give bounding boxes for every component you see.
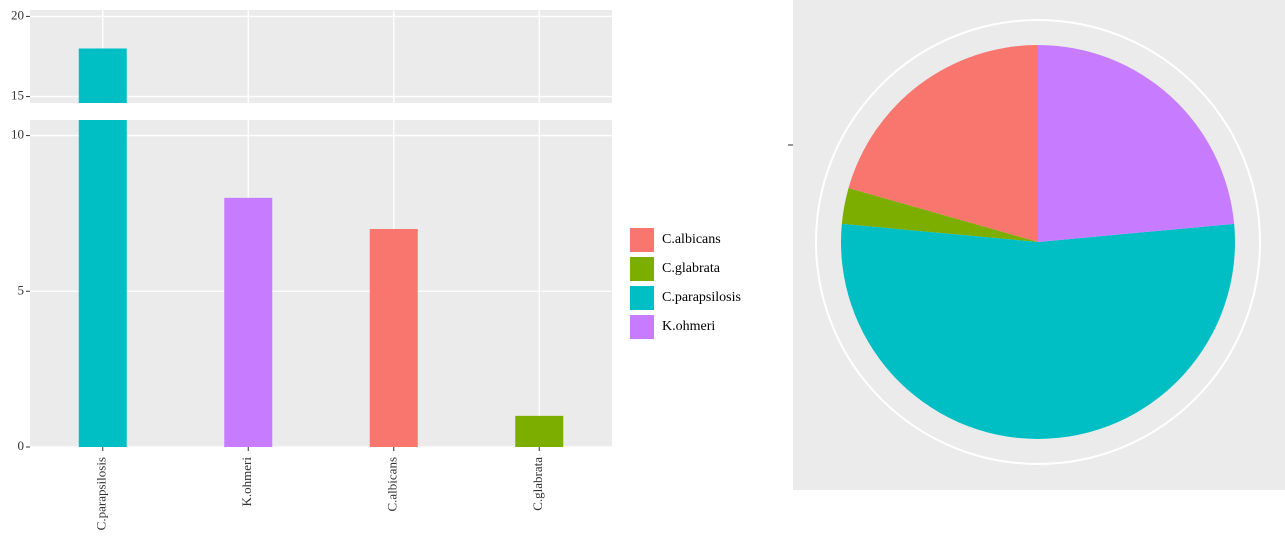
x-tick-label: C.glabrata [530,457,545,511]
y-tick-label: 15 [11,88,24,103]
x-tick-label: C.albicans [385,457,400,512]
legend-label: K.ohmeri [662,319,715,334]
y-tick-label: 0 [18,438,25,453]
panel-background [30,120,612,447]
y-tick-label: 5 [18,282,25,297]
legend-swatch [630,257,654,281]
legend-swatch [630,286,654,310]
bar [224,197,273,447]
bar [515,415,564,447]
legend-swatch [630,228,654,252]
bar [78,120,127,447]
pie-slice [1038,45,1235,242]
y-tick-label: 20 [11,7,24,22]
legend-label: C.glabrata [662,261,721,276]
legend-swatch [630,315,654,339]
pie-slice [841,188,1038,242]
bar [369,229,418,447]
legend-label: C.parapsilosis [662,290,741,305]
legend-label: C.albicans [662,232,721,247]
x-tick-label: K.ohmeri [239,457,254,507]
pie-slice [848,45,1038,242]
panel-background [30,10,612,103]
bar-upper [78,48,127,103]
pie-slice [841,223,1235,440]
x-tick-label: C.parapsilosis [94,457,109,530]
pie-outer-ring [815,19,1261,465]
y-tick-label: 10 [11,127,24,142]
